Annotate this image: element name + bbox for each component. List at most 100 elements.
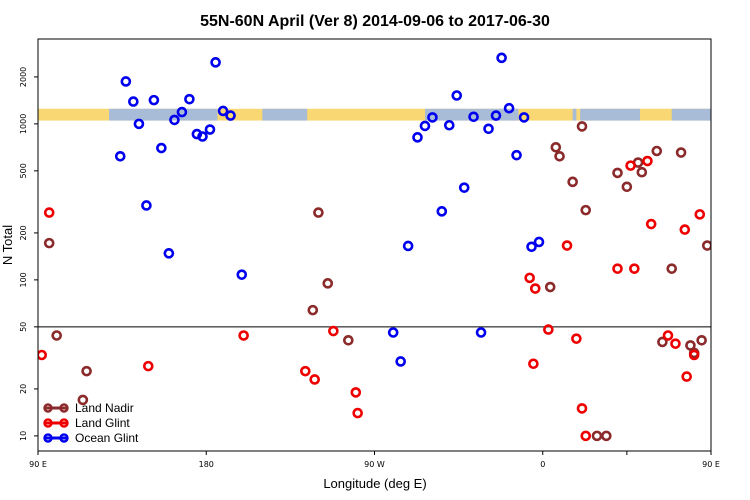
legend-swatch-marker [43,433,53,443]
land-segment [671,108,711,121]
data-point [204,124,216,135]
land-segment [580,108,640,121]
data-point [490,110,502,121]
data-point [524,272,535,284]
data-point [225,110,236,121]
y-tick-label: 50 [19,322,28,332]
data-point [601,430,612,442]
y-tick-label: 1000 [19,114,28,134]
x-tick-label: 90 W [364,460,385,469]
data-point [120,76,132,87]
data-point [503,102,515,114]
data-point [567,176,578,188]
data-point [128,96,139,107]
data-point [328,325,339,337]
y-tick-label: 10 [19,431,28,441]
data-point [238,330,249,341]
data-point [148,94,160,106]
data-point [210,57,221,68]
data-point [43,237,55,249]
data-point [184,93,195,105]
legend-swatch-marker [59,433,69,443]
x-tick-label: 0 [540,460,545,469]
x-tick-label: 90 E [702,460,720,469]
chart-title: 55N-60N April (Ver 8) 2014-09-06 to 2017… [200,13,550,30]
data-point [694,209,706,220]
data-point [350,387,362,398]
data-point [662,330,674,341]
data-point [163,248,175,259]
legend-entry-label: Land Glint [75,416,130,430]
data-point [496,52,507,64]
data-point [713,332,721,340]
data-point [343,334,354,346]
data-point [701,240,711,251]
data-point [666,263,678,274]
y-tick-label: 2000 [19,67,28,87]
data-point [169,114,180,126]
legend-entry-label: Ocean Glint [75,431,139,445]
data-point [313,207,324,218]
data-point [458,182,470,193]
data-point [236,269,248,280]
data-point [621,181,633,193]
data-point [133,118,145,130]
data-point [114,150,126,162]
data-point [554,150,565,162]
data-point [543,324,554,335]
series-ocean-glint [114,52,545,367]
y-axis-label: N Total [0,225,15,265]
data-point [576,403,588,414]
data-point [550,141,562,153]
data-point [352,407,363,419]
data-point [483,123,494,135]
data-point [197,131,208,142]
background-band [38,108,711,121]
data-point [526,241,537,253]
data-point [528,358,539,370]
data-point [176,106,188,118]
data-point [561,240,573,251]
data-point [511,149,522,161]
legend-swatch-marker [43,418,53,428]
plot-frame [37,38,712,452]
y-tick-label: 100 [19,272,28,287]
data-point [612,167,623,179]
land-segment [109,108,218,121]
data-point [419,120,431,132]
data-point [642,155,653,167]
data-point [402,240,414,252]
x-tick-label: 90 E [29,460,47,469]
data-point [51,330,62,341]
legend-swatch-marker [59,418,69,428]
x-axis-ticks: 90 E 180 90 W 0 90 E [29,451,720,469]
data-point [217,105,229,117]
data-point [395,356,406,367]
y-tick-label: 20 [19,384,28,394]
data-point [141,200,152,211]
data-point [580,204,592,216]
land-segment [262,108,308,121]
data-point [580,430,592,442]
data-point [591,430,603,442]
data-point [142,360,154,372]
data-point [156,142,167,154]
data-point [412,132,423,143]
data-point [475,327,487,338]
data-point [612,263,623,274]
y-axis-ticks: 10 20 50 100 200 500 1000 2000 [19,67,38,441]
data-point [436,206,448,217]
data-point [679,224,691,235]
legend-swatch-marker [43,403,53,413]
data-point [387,327,399,338]
data-point [81,365,92,377]
y-tick-label: 500 [19,163,28,178]
data-point [657,336,668,348]
legend-entry-label: Land Nadir [75,401,134,415]
data-point [533,236,545,248]
data-point [625,160,636,171]
data-point [443,119,455,131]
data-point [468,111,479,123]
legend-swatch-marker [59,403,69,413]
data-point [681,371,692,382]
